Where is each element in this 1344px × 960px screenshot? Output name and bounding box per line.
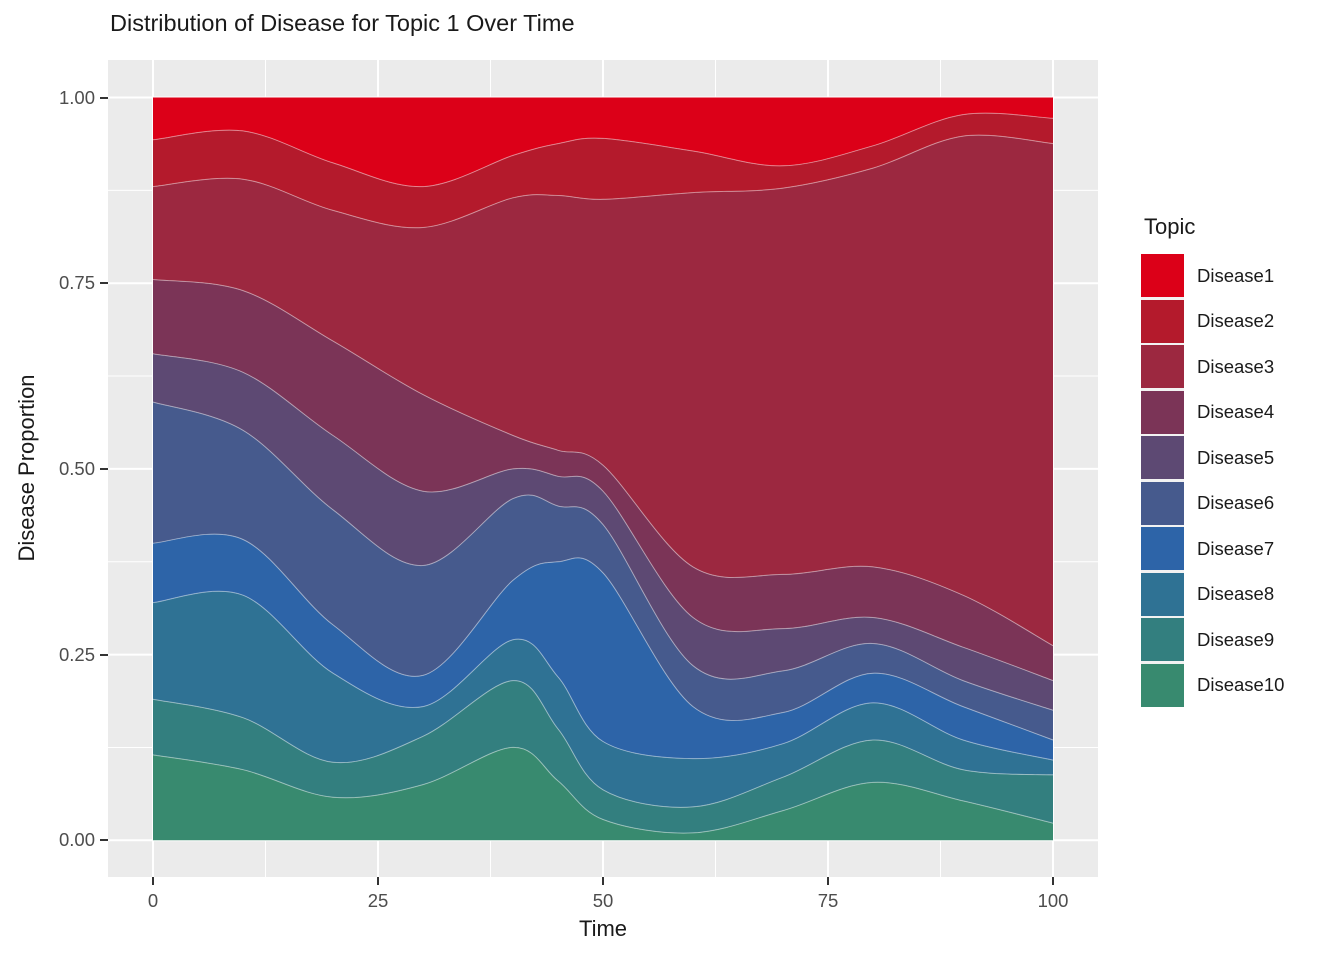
- area-disease3: [153, 135, 1053, 646]
- legend-item-label: Disease5: [1197, 446, 1275, 468]
- legend-item: Disease7: [1141, 527, 1274, 570]
- legend-item-label: Disease4: [1197, 401, 1275, 422]
- legend-swatch-disease5-icon: [1141, 436, 1184, 479]
- x-axis-title: Time: [578, 916, 628, 941]
- legend-swatch-disease4-icon: [1141, 390, 1184, 434]
- y-tick-mark: [100, 282, 108, 285]
- legend-item: Disease9: [1141, 618, 1274, 661]
- legend-swatch-disease10-icon: [1141, 663, 1184, 707]
- legend-item-label: Disease8: [1197, 583, 1275, 604]
- legend-item-label: Disease1: [1197, 264, 1275, 286]
- legend-item: Disease10: [1141, 663, 1284, 707]
- legend-item-label: Disease10: [1197, 674, 1285, 695]
- legend-items: Disease1 Disease2 Disease3 Disease4 Disease5…: [1141, 254, 1284, 707]
- area-disease4: [153, 279, 1053, 681]
- area-disease1: [153, 97, 1053, 187]
- legend-title: Topic: [1144, 214, 1196, 239]
- legend-swatch-disease8-icon: [1141, 572, 1184, 616]
- legend-swatch-disease7-icon: [1141, 527, 1184, 570]
- y-tick-label: 0.75: [58, 272, 95, 294]
- x-tick-mark: [602, 877, 604, 885]
- x-tick-label: 50: [592, 890, 614, 911]
- legend-swatch-disease2-icon: [1141, 299, 1184, 343]
- area-disease8: [153, 591, 1053, 808]
- legend-item: Disease2: [1141, 299, 1274, 343]
- x-tick-label: 75: [817, 890, 839, 911]
- y-tick-label: 0.50: [58, 457, 95, 479]
- area-disease9: [153, 680, 1053, 834]
- y-tick-mark: [100, 839, 108, 842]
- legend: Topic Disease1 Disease2 Disease3 Disease4 Di…: [1141, 214, 1284, 707]
- area-disease7: [153, 534, 1053, 761]
- area-disease5: [153, 353, 1053, 711]
- y-tick-label: 0.00: [58, 829, 95, 851]
- legend-item-label: Disease3: [1197, 355, 1275, 377]
- x-tick-mark: [1052, 877, 1054, 885]
- legend-item: Disease3: [1141, 345, 1274, 388]
- legend-item-label: Disease2: [1197, 310, 1275, 331]
- legend-item: Disease6: [1141, 481, 1274, 525]
- y-tick-mark: [100, 96, 108, 99]
- y-tick-label: 1.00: [58, 86, 95, 108]
- plot-panel: [108, 60, 1098, 877]
- legend-item: Disease4: [1141, 390, 1274, 434]
- legend-item-label: Disease6: [1197, 492, 1275, 513]
- x-tick-label: 0: [147, 890, 159, 911]
- legend-item: Disease8: [1141, 572, 1274, 616]
- legend-swatch-disease9-icon: [1141, 618, 1184, 661]
- y-tick-mark: [100, 653, 108, 656]
- legend-swatch-disease3-icon: [1141, 345, 1184, 388]
- y-tick-mark: [100, 467, 108, 470]
- chart-title: Distribution of Disease for Topic 1 Over…: [110, 10, 575, 36]
- y-tick-label: 0.25: [58, 643, 95, 665]
- x-tick-label: 100: [1037, 890, 1069, 911]
- legend-item-label: Disease9: [1197, 628, 1275, 650]
- legend-item-label: Disease7: [1197, 537, 1275, 559]
- y-axis-title: Disease Proportion: [14, 374, 39, 562]
- x-tick-mark: [377, 877, 379, 885]
- x-tick-label: 25: [367, 890, 389, 911]
- x-tick-mark: [152, 877, 154, 885]
- legend-swatch-disease6-icon: [1141, 481, 1184, 525]
- legend-item: Disease5: [1141, 436, 1274, 479]
- area-disease2: [153, 113, 1053, 228]
- x-tick-mark: [827, 877, 829, 885]
- stacked-area-plot: [108, 60, 1098, 877]
- area-disease6: [153, 402, 1053, 740]
- legend-swatch-disease1-icon: [1141, 254, 1184, 297]
- area-disease10: [153, 747, 1053, 841]
- legend-item: Disease1: [1141, 254, 1274, 297]
